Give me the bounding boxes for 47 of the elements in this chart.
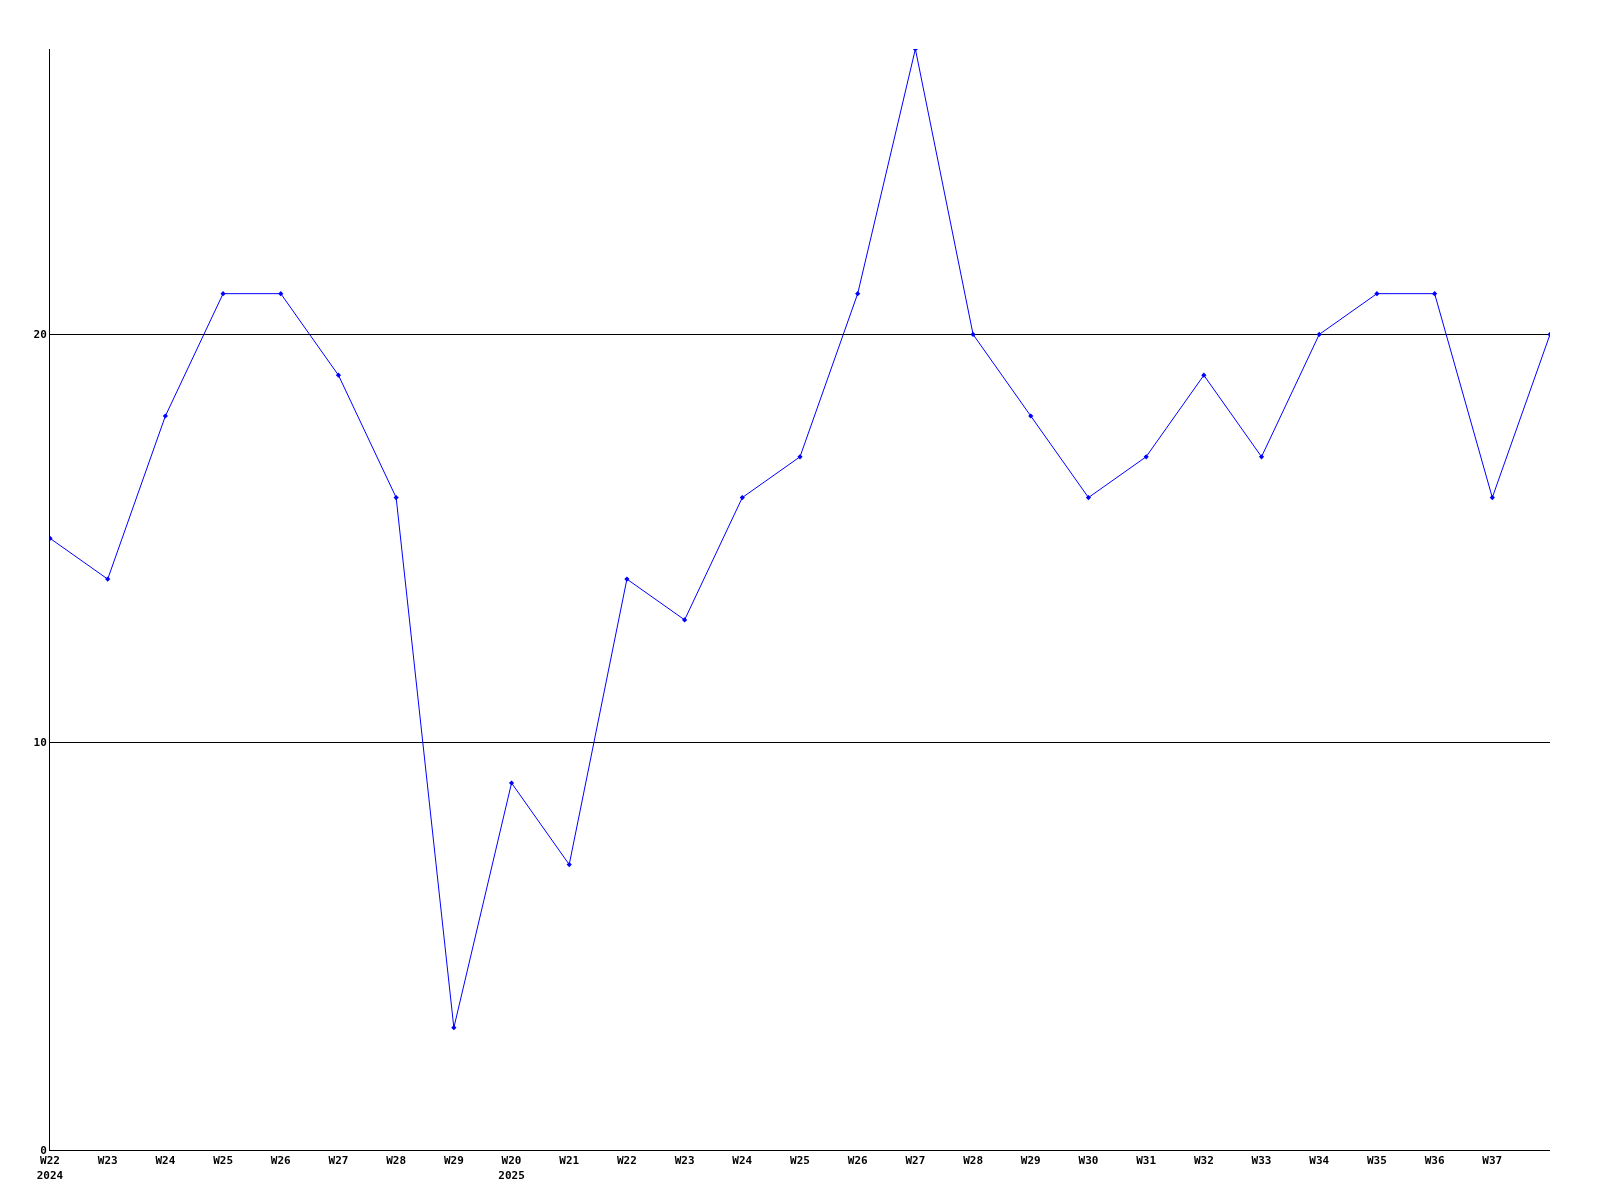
point (1489, 494, 1495, 501)
x-tick-label: W31 (1136, 1154, 1157, 1168)
x-tick-label: W33 (1251, 1154, 1272, 1168)
x-tick-label: W35 (1366, 1154, 1387, 1168)
point (1374, 291, 1380, 297)
x-tick-label: W36 (1424, 1154, 1445, 1168)
point (1258, 454, 1265, 460)
x-tick-label: W21 (559, 1154, 580, 1168)
point (508, 780, 515, 786)
x-tick-label: W25 (213, 1154, 234, 1168)
x-tick-label: W24 (732, 1154, 753, 1168)
y-tick-label: 0 (40, 1143, 47, 1157)
x-tick-label: W23 (674, 1154, 695, 1168)
x-tick-label: W26 (270, 1154, 292, 1168)
x-tick-label: W28 (386, 1154, 407, 1168)
point (335, 372, 342, 378)
x-tick-label: W22 (616, 1154, 637, 1168)
point (739, 494, 745, 501)
x-tick-label: W27 (905, 1154, 926, 1168)
point (1316, 331, 1322, 338)
x-tick-label: W37 (1482, 1154, 1503, 1168)
point (220, 291, 226, 297)
point (566, 861, 572, 868)
point (451, 1025, 457, 1031)
x-tick-label: W29 (1020, 1154, 1041, 1168)
point (1085, 494, 1092, 501)
x-tick-label: W23 (97, 1154, 118, 1168)
point (393, 494, 399, 501)
x-tick-label: W26 (847, 1154, 868, 1168)
y-tick-label: 20 (33, 328, 47, 342)
point (278, 291, 284, 297)
x-tick-label: W27 (328, 1154, 349, 1168)
point (970, 331, 976, 338)
x-tick-label: W34 (1309, 1154, 1330, 1168)
x-tick-label: W29 (443, 1154, 464, 1168)
x-tick-label: W24 (155, 1154, 176, 1168)
point (1432, 291, 1438, 297)
x-tick-label: W28 (963, 1154, 984, 1168)
x-tick-label: W22 2024 (36, 1154, 64, 1182)
x-tick-label: W20 2025 (498, 1154, 525, 1182)
y-tick-label: 10 (33, 736, 47, 750)
point (105, 576, 111, 582)
point (682, 617, 688, 623)
x-tick-label: W32 (1193, 1154, 1214, 1168)
point (855, 291, 861, 297)
x-tick-label: W25 (790, 1154, 810, 1168)
x-tick-label: W30 (1078, 1154, 1099, 1168)
